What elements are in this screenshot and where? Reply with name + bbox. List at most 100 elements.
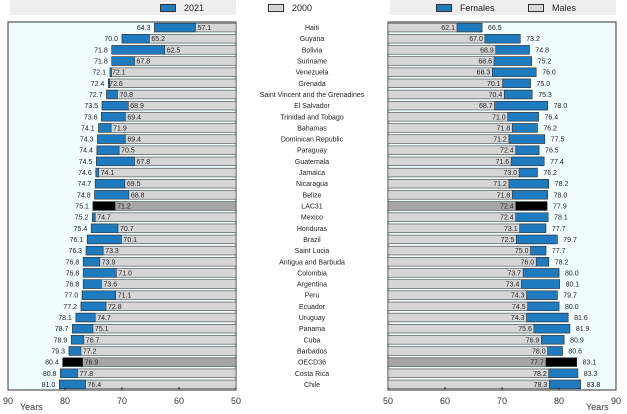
label-left-2000: 71.1 [118,293,132,300]
bar-right-females [526,312,569,323]
label-right-males: 73.7 [507,270,521,277]
country-label: Brazil [303,237,321,244]
label-left-2000: 69.5 [127,181,141,188]
label-right-females: 76.2 [543,170,557,177]
country-label: OECD36 [298,360,326,367]
bar-right-females [547,346,563,356]
bar-right-females [495,45,530,55]
legend-swatch-males [528,3,544,12]
bar-right-females [541,335,565,345]
label-right-males: 72.4 [500,148,514,155]
country-label: Jamaica [299,170,325,177]
label-left-2000: 76.4 [88,382,102,389]
label-left-2000: 70.8 [119,92,133,99]
label-left-2000: 73.6 [103,282,117,289]
right-tick-label: 50 [383,396,393,406]
label-right-females: 77.5 [551,137,565,144]
bar-right-females [527,301,560,312]
label-right-males: 71.6 [495,159,509,166]
label-left-2021: 75.2 [75,215,89,222]
label-right-females: 76.5 [545,148,559,155]
label-right-females: 78.2 [555,259,569,266]
country-label: Dominican Republic [281,137,344,144]
label-left-2021: 78.9 [54,337,68,344]
bar-left-2021 [58,379,86,390]
country-label: Grenada [298,81,325,88]
label-right-females: 76.2 [543,125,557,132]
label-left-2000: 67.8 [137,159,151,166]
label-left-2021: 72.7 [89,92,103,99]
label-right-males: 76.0 [521,259,535,266]
bar-right-females [493,56,532,66]
label-right-males: 78.2 [533,371,547,378]
country-label: Saint Vincent and the Grenadines [260,92,365,99]
label-left-2000: 72.1 [112,70,126,77]
label-right-males: 72.4 [500,204,514,211]
label-left-2021: 70.0 [104,36,118,43]
legend-item-2000: 2000 [268,3,312,13]
label-right-females: 77.7 [552,248,566,255]
left-axis-title: Years [20,402,43,412]
label-left-2000: 76.7 [86,337,100,344]
bar-left-2021 [111,45,166,55]
label-right-males: 62.1 [441,25,455,32]
legend-left: 2021 [10,0,236,15]
label-left-2021: 76.8 [66,270,80,277]
label-right-females: 77.7 [552,226,566,233]
legend-label-2021: 2021 [184,2,205,13]
bar-right-females [456,22,483,33]
label-right-females: 83.1 [583,360,597,367]
label-left-2021: 76.1 [70,237,84,244]
bar-right-females [522,268,560,278]
country-label: Paraguay [297,148,327,155]
label-right-females: 74.8 [535,47,549,54]
legend-label-males: Males [552,2,577,13]
label-left-2021: 74.5 [79,159,93,166]
label-right-females: 80.0 [565,270,579,277]
bar-right-females [515,145,540,155]
label-left-2000: 65.2 [151,36,165,43]
bar-left-2021 [101,112,126,122]
label-right-males: 68.6 [478,59,492,66]
left-tick-label: 60 [174,396,184,406]
label-left-2000: 74.7 [97,215,111,222]
bar-right-females [502,78,531,88]
country-label: Chile [304,382,320,389]
bar-left-2021 [92,201,116,211]
bar-right-females [549,379,581,390]
bar-left-2021 [95,167,99,178]
label-left-2000: 76.9 [85,360,99,367]
bar-left-2000 [109,67,237,77]
label-left-2000: 68.8 [131,192,145,199]
label-right-females: 80.1 [566,282,580,289]
label-right-females: 75.0 [537,81,551,88]
bar-right-females [511,123,538,133]
bar-right-females [545,357,577,367]
label-left-2000: 77.2 [83,348,97,355]
label-right-males: 75.6 [518,326,532,333]
country-label: Costa Rica [295,371,329,378]
label-left-2021: 64.3 [137,25,151,32]
label-right-males: 73.0 [503,170,517,177]
country-label: El Salvador [294,103,330,110]
right-tick-label: 90 [611,396,621,406]
label-left-2021: 74.8 [77,192,91,199]
country-label: LAC31 [301,204,323,211]
legend-item-females: Females [436,3,495,13]
label-right-females: 80.9 [570,337,584,344]
bar-right-females [519,223,547,233]
label-left-2000: 71.2 [117,204,131,211]
legend-left-2000-wrap: 2000 [10,0,312,15]
bar-right-females [533,324,571,334]
country-label: Uruguay [299,315,326,322]
label-left-2021: 80.8 [43,371,57,378]
label-left-2000: 72.6 [109,81,123,88]
bar-left-2021 [92,212,96,222]
label-left-2021: 80.4 [45,360,59,367]
label-right-males: 68.3 [477,70,491,77]
label-left-2000: 73.3 [105,248,119,255]
label-right-males: 71.2 [493,181,507,188]
bar-left-2000 [108,78,237,88]
bar-left-2021 [62,357,83,367]
